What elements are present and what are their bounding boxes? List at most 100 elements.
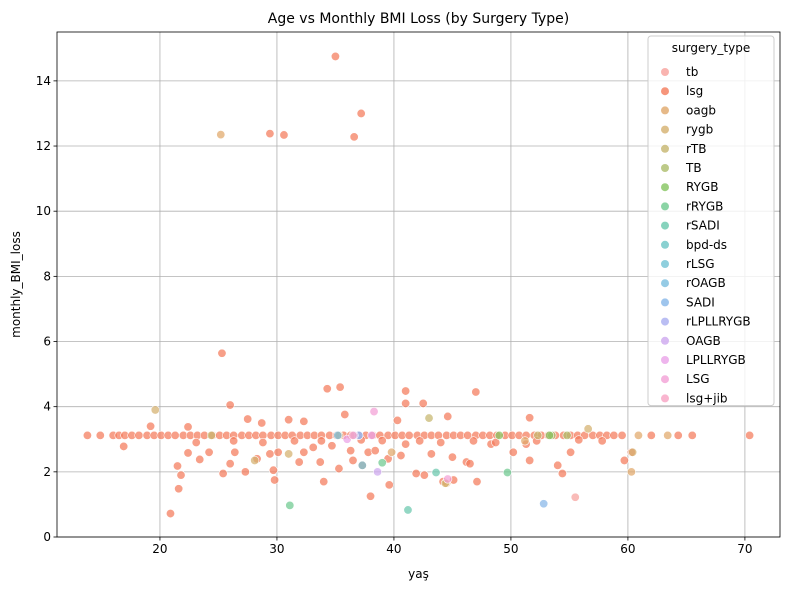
legend-label: lsg [686, 84, 703, 98]
legend-label: OAGB [686, 334, 721, 348]
data-point [319, 477, 329, 487]
data-point [334, 464, 344, 474]
data-point [367, 430, 377, 440]
legend-label: RYGB [686, 180, 718, 194]
legend-marker [661, 164, 669, 172]
data-point [240, 467, 250, 477]
data-point [443, 474, 453, 484]
data-point [392, 415, 402, 425]
data-point [225, 459, 235, 469]
y-tick-label: 10 [36, 204, 51, 218]
data-point [426, 449, 436, 459]
legend-box [647, 35, 775, 407]
legend: surgery_type tb lsg oagb rygb rTB TB RYGB rRYGB… [647, 35, 775, 407]
data-point [333, 430, 343, 440]
data-point [327, 441, 337, 451]
legend-marker [661, 394, 669, 403]
data-point [146, 421, 156, 431]
data-point [619, 455, 629, 465]
data-point [687, 430, 697, 440]
data-point [646, 430, 656, 440]
data-point [82, 430, 92, 440]
legend-marker [661, 221, 669, 230]
legend-label: LPLLRYGB [686, 353, 746, 367]
data-point [170, 430, 180, 440]
data-point [472, 477, 482, 487]
data-point [322, 384, 332, 394]
data-point [525, 413, 535, 423]
data-point [403, 505, 413, 515]
legend-marker [661, 125, 669, 134]
data-point [216, 130, 226, 140]
data-point [257, 418, 267, 428]
data-point [273, 447, 283, 457]
data-point [387, 447, 397, 457]
legend-marker [661, 317, 669, 326]
data-point [570, 492, 580, 502]
data-point [204, 447, 214, 457]
data-point [174, 484, 184, 494]
data-point [609, 430, 619, 440]
data-point [268, 465, 278, 475]
data-point [308, 442, 318, 452]
y-tick-label: 0 [43, 530, 51, 544]
y-tick-label: 6 [43, 335, 51, 349]
legend-label: SADI [686, 295, 715, 309]
data-point [633, 430, 643, 440]
legend-marker [661, 68, 669, 76]
data-point [508, 447, 518, 457]
data-point [401, 439, 411, 449]
data-point [574, 435, 584, 445]
data-point [265, 449, 275, 459]
data-point [348, 455, 358, 465]
data-point [217, 348, 227, 358]
data-point [335, 382, 345, 392]
legend-label: tb [686, 65, 698, 79]
data-point [628, 447, 638, 457]
data-point [419, 470, 429, 480]
data-point [401, 398, 411, 408]
data-point [539, 499, 549, 509]
legend-label: oagb [686, 103, 716, 117]
legend-marker [661, 87, 669, 96]
data-point [366, 491, 376, 501]
plot-frame [56, 31, 781, 538]
legend-label: rSADI [686, 219, 720, 233]
x-tick-label: 30 [269, 542, 284, 556]
data-point [165, 509, 175, 519]
data-point [418, 398, 428, 408]
data-points [82, 51, 755, 519]
data-point [218, 468, 228, 478]
data-point [553, 460, 563, 470]
x-tick-label: 40 [386, 542, 401, 556]
legend-marker [661, 375, 669, 384]
x-tick-label: 70 [737, 542, 752, 556]
y-tick-label: 8 [43, 269, 51, 283]
data-point [225, 400, 235, 410]
data-point [745, 430, 755, 440]
data-point [183, 448, 193, 458]
data-point [370, 446, 380, 456]
data-point [284, 449, 294, 459]
data-point [663, 430, 673, 440]
data-point [415, 436, 425, 446]
data-point [443, 411, 453, 421]
data-point [566, 447, 576, 457]
data-point [494, 430, 504, 440]
data-point [533, 430, 543, 440]
legend-marker [661, 279, 669, 288]
data-point [229, 436, 239, 446]
x-tick-label: 50 [503, 542, 518, 556]
chart-title: Age vs Monthly BMI Loss (by Surgery Type… [268, 11, 569, 27]
data-point [369, 407, 379, 417]
data-point [294, 457, 304, 467]
legend-marker [661, 260, 669, 268]
y-axis-label: monthly_BMI_loss [9, 231, 23, 338]
legend-marker [661, 240, 669, 249]
legend-items: tb lsg oagb rygb rTB TB RYGB rRYGB rSADI bpd-ds rL… [661, 65, 751, 405]
data-point [384, 480, 394, 490]
data-point [377, 458, 387, 468]
data-point [191, 438, 201, 448]
legend-marker [661, 106, 669, 115]
data-point [346, 446, 356, 456]
